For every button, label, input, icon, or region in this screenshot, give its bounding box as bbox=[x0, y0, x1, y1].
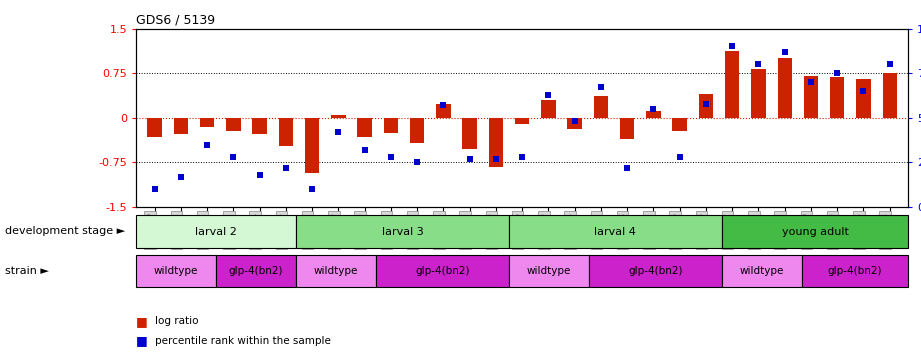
Bar bbox=[777, 58, 792, 118]
Text: larval 4: larval 4 bbox=[594, 227, 636, 237]
Point bbox=[515, 154, 530, 160]
Point bbox=[594, 85, 609, 90]
Text: wildtype: wildtype bbox=[527, 266, 571, 276]
Point bbox=[830, 70, 845, 76]
Point bbox=[725, 44, 740, 49]
Bar bbox=[174, 118, 188, 135]
Bar bbox=[830, 77, 845, 118]
Bar bbox=[589, 255, 722, 287]
Bar bbox=[410, 118, 425, 143]
Text: larval 3: larval 3 bbox=[381, 227, 424, 237]
Bar bbox=[509, 255, 589, 287]
Bar bbox=[489, 118, 503, 167]
Bar bbox=[296, 255, 376, 287]
Text: development stage ►: development stage ► bbox=[5, 226, 124, 236]
Point bbox=[488, 156, 503, 162]
Point bbox=[699, 101, 714, 106]
Point bbox=[462, 156, 477, 162]
Point bbox=[542, 92, 556, 97]
Bar bbox=[722, 255, 801, 287]
Text: glp-4(bn2): glp-4(bn2) bbox=[828, 266, 882, 276]
Text: ■: ■ bbox=[136, 335, 148, 347]
Text: wildtype: wildtype bbox=[154, 266, 198, 276]
Text: larval 2: larval 2 bbox=[195, 227, 237, 237]
Bar bbox=[620, 118, 635, 139]
Bar bbox=[882, 73, 897, 118]
Point bbox=[672, 154, 687, 160]
Text: wildtype: wildtype bbox=[740, 266, 784, 276]
Bar bbox=[376, 255, 509, 287]
Point bbox=[620, 165, 635, 171]
Point bbox=[226, 154, 240, 160]
Bar bbox=[722, 215, 908, 248]
Point bbox=[383, 154, 398, 160]
Bar bbox=[647, 111, 660, 118]
Text: glp-4(bn2): glp-4(bn2) bbox=[628, 266, 682, 276]
Bar bbox=[725, 51, 740, 118]
Point bbox=[147, 186, 162, 192]
Text: strain ►: strain ► bbox=[5, 266, 49, 276]
Bar bbox=[252, 118, 267, 135]
Point bbox=[567, 119, 582, 124]
Point bbox=[752, 61, 766, 67]
Point bbox=[200, 142, 215, 147]
Point bbox=[252, 172, 267, 178]
Bar bbox=[357, 118, 372, 137]
Point bbox=[357, 147, 372, 153]
Bar bbox=[227, 118, 240, 131]
Bar bbox=[136, 215, 296, 248]
Bar bbox=[857, 79, 870, 118]
Bar bbox=[296, 215, 509, 248]
Bar bbox=[147, 118, 162, 137]
Text: wildtype: wildtype bbox=[314, 266, 358, 276]
Point bbox=[882, 61, 897, 67]
Bar bbox=[567, 118, 582, 129]
Point bbox=[331, 129, 345, 135]
Text: percentile rank within the sample: percentile rank within the sample bbox=[155, 336, 331, 346]
Point bbox=[410, 160, 425, 165]
Bar bbox=[542, 100, 555, 118]
Bar bbox=[515, 118, 530, 124]
Text: glp-4(bn2): glp-4(bn2) bbox=[415, 266, 470, 276]
Point bbox=[278, 165, 293, 171]
Bar bbox=[332, 115, 345, 118]
Point bbox=[436, 102, 450, 108]
Point bbox=[804, 79, 819, 85]
Point bbox=[647, 106, 661, 112]
Text: glp-4(bn2): glp-4(bn2) bbox=[228, 266, 284, 276]
Point bbox=[777, 49, 792, 55]
Point bbox=[857, 88, 871, 94]
Bar bbox=[136, 255, 216, 287]
Bar bbox=[305, 118, 320, 172]
Bar bbox=[801, 255, 908, 287]
Bar bbox=[672, 118, 687, 131]
Bar bbox=[437, 104, 450, 118]
Point bbox=[305, 186, 320, 192]
Bar bbox=[699, 94, 713, 118]
Bar bbox=[384, 118, 398, 133]
Bar bbox=[509, 215, 722, 248]
Bar bbox=[462, 118, 477, 149]
Bar bbox=[594, 96, 608, 118]
Text: GDS6 / 5139: GDS6 / 5139 bbox=[136, 13, 216, 26]
Text: log ratio: log ratio bbox=[155, 316, 198, 326]
Text: young adult: young adult bbox=[782, 227, 848, 237]
Bar bbox=[216, 255, 296, 287]
Bar bbox=[279, 118, 293, 146]
Bar bbox=[200, 118, 215, 127]
Point bbox=[173, 174, 188, 180]
Text: ■: ■ bbox=[136, 315, 148, 328]
Bar bbox=[752, 69, 765, 118]
Bar bbox=[804, 76, 818, 118]
